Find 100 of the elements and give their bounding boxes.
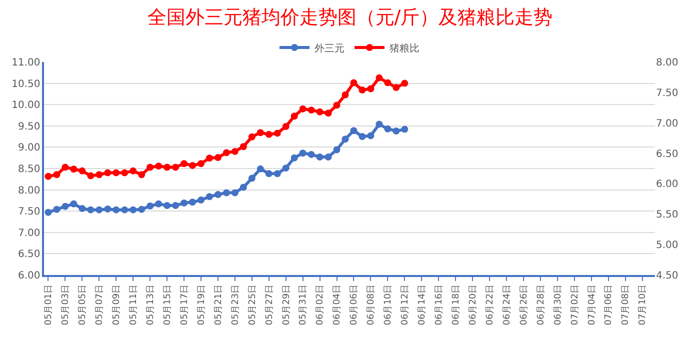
point: [70, 166, 78, 173]
point: [222, 189, 230, 196]
point: [240, 143, 247, 150]
point: [342, 136, 349, 143]
point: [274, 130, 281, 137]
point: [299, 150, 306, 157]
point: [376, 74, 383, 82]
point: [70, 200, 78, 208]
point: [222, 149, 230, 156]
point: [206, 193, 213, 200]
x-tick-label: 05月07日: [95, 284, 106, 326]
point: [44, 208, 52, 216]
point: [376, 120, 383, 128]
point: [44, 172, 52, 180]
x-tick-label: 06月26日: [519, 284, 530, 326]
x-tick-label: 05月11日: [129, 284, 140, 326]
x-tick-label: 06月10日: [384, 284, 394, 326]
point: [112, 169, 120, 176]
x-tick-label: 06月02日: [316, 284, 326, 326]
point: [138, 206, 146, 213]
point: [130, 167, 137, 174]
point: [96, 171, 103, 178]
x-tick-label: 05月29日: [282, 284, 292, 326]
x-tick-label: 07月10日: [638, 284, 648, 326]
y2-tick-label: 5.00: [656, 240, 678, 252]
point: [104, 169, 112, 176]
point: [62, 164, 69, 171]
x-tick-label: 06月12日: [400, 284, 411, 326]
point: [121, 169, 128, 176]
x-tick-label: 05月13日: [146, 284, 156, 326]
y2-tick-label: 7.50: [656, 88, 678, 99]
x-tick-label: 05月15日: [162, 284, 173, 326]
point: [256, 165, 264, 172]
y-tick-label: 7.50: [18, 206, 40, 218]
x-tick-label: 05月25日: [248, 284, 258, 326]
point: [248, 133, 256, 140]
x-tick-label: 05月01日: [44, 284, 54, 326]
y-tick-label: 9.00: [18, 142, 40, 154]
point: [155, 200, 162, 208]
x-tick-label: 05月31日: [298, 284, 309, 326]
point: [231, 189, 238, 196]
point: [197, 196, 204, 204]
point: [78, 167, 86, 174]
point: [231, 148, 238, 155]
x-tick-label: 05月09日: [112, 284, 122, 326]
point: [146, 202, 154, 210]
point: [138, 171, 146, 178]
point: [367, 132, 374, 140]
point: [214, 190, 222, 198]
point: [155, 162, 162, 170]
point: [189, 198, 196, 206]
x-tick-label: 06月16日: [434, 284, 445, 326]
point: [401, 126, 408, 133]
point: [324, 110, 332, 117]
point: [333, 102, 340, 109]
point: [316, 154, 324, 160]
x-tick-label: 07月04日: [587, 284, 598, 326]
x-tick-label: 06月20日: [468, 284, 478, 326]
point: [78, 205, 86, 212]
y-tick-label: 8.50: [18, 164, 40, 175]
x-tick-label: 06月22日: [485, 284, 496, 326]
point: [282, 164, 290, 172]
point: [342, 91, 349, 98]
point: [384, 125, 392, 132]
y-tick-label: 8.00: [18, 185, 40, 196]
x-tick-label: 06月30日: [553, 284, 564, 326]
legend-label: 猪粮比: [390, 42, 420, 54]
point: [256, 129, 264, 136]
y-tick-label: 7.00: [18, 228, 40, 239]
point: [180, 160, 188, 168]
y2-tick-label: 6.00: [656, 179, 678, 190]
point: [62, 202, 69, 210]
point: [53, 206, 60, 213]
point: [240, 184, 247, 191]
point: [384, 79, 392, 86]
point: [308, 106, 315, 114]
y-tick-label: 6.50: [18, 249, 40, 260]
point: [308, 150, 315, 158]
point: [358, 133, 366, 140]
point: [146, 164, 154, 171]
point: [87, 172, 94, 180]
legend-label: 外三元: [314, 43, 344, 54]
x-tick-label: 06月06日: [350, 284, 360, 326]
point: [392, 84, 400, 92]
point: [130, 206, 137, 214]
point: [333, 146, 340, 154]
point: [367, 85, 374, 92]
point: [172, 164, 180, 171]
point: [290, 112, 298, 120]
point: [112, 206, 120, 214]
x-tick-label: 06月04日: [332, 284, 343, 326]
y-tick-label: 10.00: [12, 100, 40, 112]
x-tick-label: 05月27日: [264, 284, 275, 326]
point: [53, 171, 60, 178]
x-tick-label: 07月08日: [621, 284, 632, 326]
x-tick-label: 05月21日: [214, 284, 224, 326]
point: [401, 80, 408, 87]
y2-tick-label: 4.50: [656, 270, 678, 282]
point: [265, 130, 272, 138]
y2-tick-label: 8.00: [656, 58, 678, 68]
